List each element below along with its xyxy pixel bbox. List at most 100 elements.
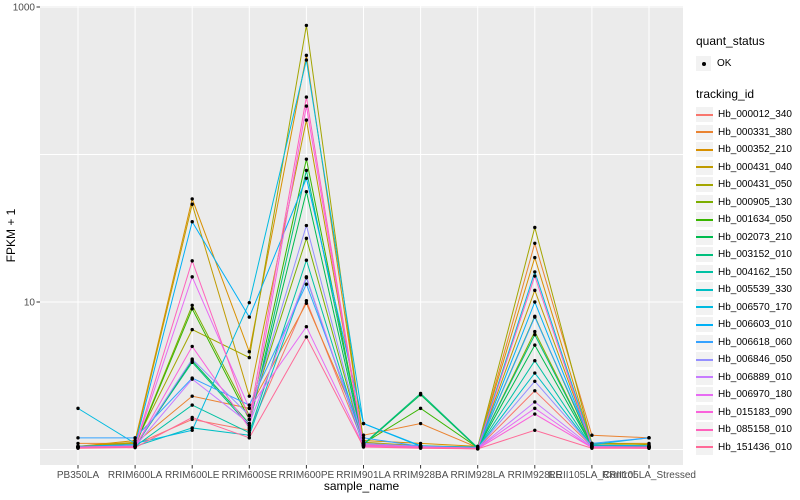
data-point [247,428,251,432]
data-point [190,357,194,361]
data-point [190,259,194,263]
data-point [247,394,251,398]
legend-entry-Hb_005539_330: Hb_005539_330 [696,281,800,299]
legend-line-icon [696,148,713,151]
legend-key [696,229,713,245]
legend-line-icon [696,341,713,344]
data-point [533,343,537,347]
data-point [190,197,194,201]
legend-entry-Hb_004162_150: Hb_004162_150 [696,264,800,282]
data-point [361,436,366,440]
data-point [247,403,251,407]
data-point [304,58,309,62]
data-point [190,202,194,206]
data-point [304,223,309,228]
data-point [418,421,423,426]
data-point [533,255,537,260]
legend-entry-Hb_015183_090: Hb_015183_090 [696,404,800,422]
legend-item-ok: OK [696,56,800,71]
data-point [76,436,80,440]
data-point [247,433,251,437]
legend-line-icon [696,288,713,291]
legend-line-icon [696,253,713,256]
data-point [533,329,537,334]
data-point [533,288,537,293]
data-point [247,315,251,319]
legend-entry-Hb_000431_050: Hb_000431_050 [696,176,800,194]
legend-key [696,334,713,350]
data-point [304,104,309,108]
data-point [361,421,366,426]
legend-line-icon [696,236,713,239]
legend-ok-label: OK [717,58,732,69]
data-point [190,377,194,381]
legend-entry-Hb_000431_040: Hb_000431_040 [696,159,800,177]
data-point [533,270,537,274]
legend-key-ok [696,56,711,71]
legend-entry-label: Hb_004162_150 [718,266,792,278]
legend-entry-label: Hb_015183_090 [718,406,792,418]
legend-line-icon [696,306,713,309]
data-point [304,282,309,286]
x-tick-label: RRIM600PE [279,470,335,481]
data-point [247,436,251,440]
legend-key [696,212,713,228]
x-tick-label: RRIM928LA [450,470,505,481]
legend-entry-Hb_006846_050: Hb_006846_050 [696,351,800,369]
data-point [647,446,651,450]
legend-entry-label: Hb_006846_050 [718,354,792,366]
legend-key [696,264,713,280]
x-tick-label: PB350LA [57,470,100,481]
x-tick-label: RRIM928LE [508,470,563,481]
legend-key [696,159,713,175]
legend-key [696,387,713,403]
data-point [247,355,251,360]
data-point [304,258,309,262]
data-point [418,441,423,446]
legend-key [696,177,713,193]
data-point [418,446,423,450]
data-point [533,300,537,304]
data-point [647,436,651,440]
data-point [190,360,194,365]
legend-entry-Hb_000905_130: Hb_000905_130 [696,194,800,212]
data-point [133,445,137,450]
data-point [533,379,537,383]
data-point [190,426,194,430]
data-point [533,241,537,246]
data-point [247,430,251,435]
data-point [247,300,251,305]
data-point [190,344,194,349]
data-point [190,428,194,432]
data-point [247,406,251,411]
data-point [304,53,309,58]
data-point [533,389,537,393]
legend-entry-Hb_003152_010: Hb_003152_010 [696,246,800,264]
legend-entry-Hb_006889_010: Hb_006889_010 [696,369,800,387]
legend-line-icon [696,166,713,169]
y-axis-title: FPKM + 1 [4,208,18,262]
legend-entry-label: Hb_000352_210 [718,144,792,156]
data-point [533,371,537,375]
legend-line-icon [696,446,713,449]
data-point [533,406,537,411]
legend-entry-label: Hb_003152_010 [718,249,792,261]
legend-line-icon [696,218,713,221]
data-point [418,406,423,411]
data-point [247,426,251,430]
x-tick-label: RRIM928BA [393,470,449,481]
legend-key [696,124,713,140]
x-axis-title: sample_name [324,479,400,493]
legend-key [696,404,713,420]
data-point [304,168,309,173]
data-point [304,176,309,180]
legend-tracking-entries: Hb_000012_340 Hb_000331_380 Hb_000352_210 H… [696,106,800,456]
x-tick-label: RRIM600LA [108,470,163,481]
data-point [76,441,80,446]
x-tick-label: RRIM600SE [222,470,278,481]
data-point [361,433,366,437]
data-point [590,433,594,437]
data-point [190,220,194,224]
